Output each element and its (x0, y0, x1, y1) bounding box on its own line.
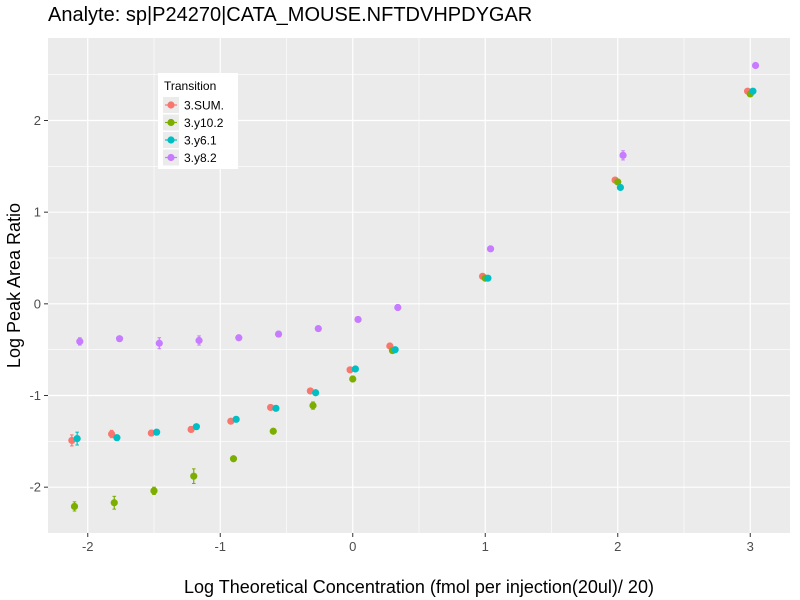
data-point (76, 337, 84, 346)
legend-key (163, 149, 179, 166)
data-point (147, 429, 155, 437)
data-point (616, 183, 625, 192)
data-point (229, 455, 238, 463)
data-point (115, 335, 124, 343)
data-point (235, 334, 243, 342)
data-point (195, 336, 203, 345)
data-point (150, 487, 158, 495)
data-point (110, 499, 118, 507)
legend-label: 3.y8.2 (184, 151, 217, 165)
legend-key (163, 97, 179, 113)
data-point (751, 61, 760, 70)
data-point (113, 434, 121, 442)
data-point (351, 365, 359, 373)
x-tick-label: 3 (747, 539, 754, 554)
data-point (346, 366, 354, 374)
legend: Transition 3.SUM. 3.y10.2 3.y6.1 3.y8.2 (158, 73, 238, 169)
data-point (309, 401, 317, 410)
data-point (354, 315, 362, 324)
legend-label: 3.SUM. (184, 99, 224, 113)
legend-key-point (167, 153, 175, 162)
x-axis-title: Log Theoretical Concentration (fmol per … (184, 577, 654, 597)
data-point (153, 428, 161, 436)
legend-key (163, 132, 179, 148)
data-point (155, 339, 163, 347)
data-point (192, 423, 200, 431)
data-marks (68, 61, 760, 512)
x-tick-label: -1 (214, 539, 226, 554)
data-point (269, 427, 277, 435)
y-axis-title: Log Peak Area Ratio (4, 203, 24, 368)
legend-key-point (167, 136, 175, 144)
data-point (349, 375, 357, 383)
data-point (190, 472, 198, 480)
data-point (187, 425, 195, 434)
data-point (619, 151, 627, 159)
data-point (267, 403, 275, 412)
data-point (312, 389, 320, 397)
series-3.y6.1 (73, 87, 757, 446)
data-point (272, 404, 280, 412)
data-point (391, 346, 399, 354)
data-point (484, 274, 492, 282)
x-tick-label: -2 (82, 539, 94, 554)
legend-title: Transition (164, 79, 216, 93)
chart-title: Analyte: sp|P24270|CATA_MOUSE.NFTDVHPDYG… (48, 4, 533, 26)
y-tick-label: -1 (29, 388, 41, 403)
data-point (394, 303, 402, 312)
data-point (486, 245, 495, 253)
series-3.y8.2 (76, 61, 760, 350)
legend-label: 3.y6.1 (184, 134, 217, 148)
legend-key-point (167, 101, 175, 109)
legend-key-point (167, 118, 175, 127)
x-tick-label: 1 (482, 539, 489, 554)
axes: -2 -1 0 1 2 3 -2 -1 0 1 2 (29, 113, 753, 554)
legend-label: 3.y10.2 (184, 116, 224, 130)
data-point (70, 502, 79, 511)
data-point (108, 430, 116, 438)
data-point (73, 434, 81, 443)
y-tick-label: -2 (29, 480, 41, 495)
x-tick-label: 0 (349, 539, 356, 554)
y-tick-label: 1 (34, 205, 41, 220)
data-point (749, 87, 757, 95)
y-tick-label: 0 (34, 296, 41, 311)
data-point (614, 178, 622, 186)
legend-key (163, 114, 179, 131)
y-tick-label: 2 (34, 113, 41, 128)
data-point (274, 330, 283, 338)
data-point (314, 324, 322, 333)
x-tick-label: 2 (614, 539, 621, 554)
data-point (232, 415, 240, 423)
